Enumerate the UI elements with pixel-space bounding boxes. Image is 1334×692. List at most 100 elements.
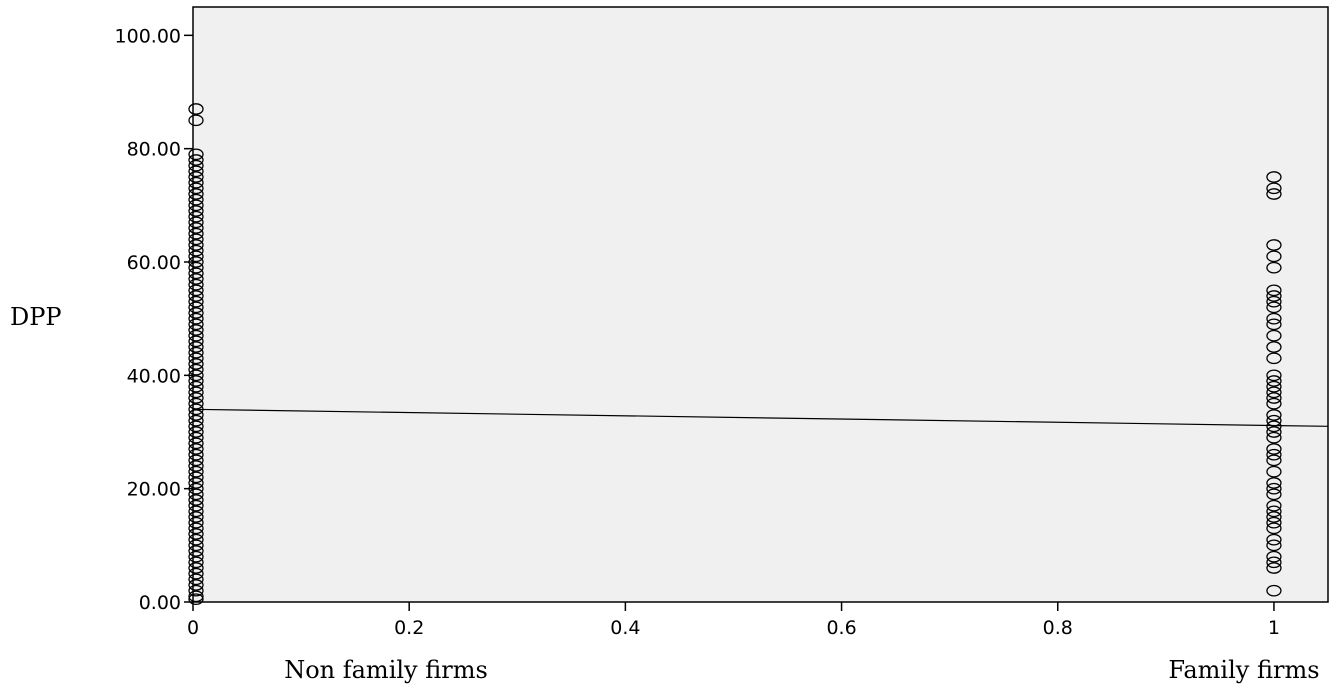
data-point xyxy=(188,318,204,331)
y-tick-label: 100.00 xyxy=(115,25,181,47)
data-point xyxy=(188,261,204,274)
data-point xyxy=(188,454,204,467)
data-point xyxy=(188,233,204,246)
data-point xyxy=(188,397,204,410)
data-point xyxy=(1266,171,1282,183)
data-point xyxy=(188,477,204,489)
y-tick-label: 20.00 xyxy=(127,479,181,501)
data-point xyxy=(188,448,204,461)
data-point xyxy=(1266,556,1282,569)
data-point xyxy=(188,556,204,569)
data-point xyxy=(188,516,204,529)
data-point xyxy=(1266,250,1282,263)
data-point xyxy=(188,352,204,365)
data-point xyxy=(188,227,204,240)
data-point xyxy=(188,437,204,450)
data-point xyxy=(1266,386,1282,399)
plot-area xyxy=(192,6,1329,603)
data-point xyxy=(188,148,204,161)
data-point xyxy=(188,210,204,223)
data-point xyxy=(188,522,204,535)
y-axis: 0.00 20.00 40.00 60.00 80.00 100.00 xyxy=(115,25,193,614)
data-point xyxy=(1266,290,1282,302)
data-point xyxy=(188,494,204,506)
data-point xyxy=(1266,448,1282,461)
data-point xyxy=(188,301,204,314)
data-point xyxy=(1266,505,1282,518)
data-point xyxy=(188,154,204,166)
data-point xyxy=(188,499,204,512)
data-point xyxy=(188,363,204,376)
data-point xyxy=(1266,312,1282,325)
data-point xyxy=(188,545,204,557)
data-point xyxy=(188,511,204,523)
data-point xyxy=(1266,482,1282,495)
data-point xyxy=(1266,522,1282,535)
data-point xyxy=(1266,188,1282,200)
data-point xyxy=(188,528,204,540)
data-point xyxy=(188,409,204,421)
data-point xyxy=(188,431,204,444)
data-point xyxy=(1266,182,1282,195)
data-point xyxy=(1266,488,1282,501)
data-point xyxy=(1266,454,1282,467)
data-point xyxy=(188,584,204,597)
data-point xyxy=(1266,511,1282,523)
data-point xyxy=(188,295,204,308)
fit-line xyxy=(192,408,1329,427)
data-point xyxy=(188,222,204,234)
data-point xyxy=(188,562,204,574)
data-point xyxy=(188,539,204,552)
data-point xyxy=(188,239,204,251)
data-point xyxy=(188,380,204,393)
y-axis-title: DPP xyxy=(10,303,62,331)
data-point xyxy=(1266,443,1282,455)
category-label: Family firms xyxy=(1168,656,1319,684)
data-point xyxy=(1266,431,1282,444)
data-point xyxy=(1266,341,1282,353)
data-point xyxy=(188,420,204,433)
data-point xyxy=(1266,550,1282,563)
data-point xyxy=(1266,465,1282,478)
data-point xyxy=(188,188,204,200)
data-point xyxy=(1266,426,1282,438)
data-point xyxy=(188,386,204,399)
data-point xyxy=(188,488,204,501)
data-point xyxy=(188,216,204,229)
data-point xyxy=(188,199,204,212)
data-point xyxy=(188,346,204,359)
data-point xyxy=(188,171,204,183)
data-point xyxy=(188,284,204,297)
data-point xyxy=(188,335,204,348)
x-tick-label: 0 xyxy=(187,617,199,639)
x-tick-label: 0.6 xyxy=(826,617,856,639)
x-tick-label: 0.8 xyxy=(1043,617,1073,639)
data-point xyxy=(188,244,204,257)
data-point xyxy=(1266,584,1282,597)
data-point xyxy=(188,312,204,325)
category-labels: Non family firms Family firms xyxy=(284,656,1319,684)
data-point xyxy=(188,193,204,206)
data-point xyxy=(188,567,204,580)
points-layer xyxy=(188,103,1282,606)
data-point xyxy=(188,403,204,416)
data-point xyxy=(188,590,204,603)
data-point xyxy=(1266,369,1282,382)
data-point xyxy=(188,329,204,342)
data-point xyxy=(188,307,204,319)
data-point xyxy=(1266,239,1282,251)
y-tick-label: 80.00 xyxy=(127,139,181,161)
data-point xyxy=(188,505,204,518)
data-point xyxy=(188,165,204,178)
data-point xyxy=(188,426,204,438)
data-point xyxy=(188,533,204,546)
data-point xyxy=(188,205,204,217)
data-point xyxy=(1266,318,1282,331)
category-label: Non family firms xyxy=(284,656,488,684)
data-point xyxy=(188,273,204,285)
data-point xyxy=(1266,516,1282,529)
fit-line-layer xyxy=(192,408,1329,427)
data-point xyxy=(188,341,204,353)
data-point xyxy=(188,414,204,427)
